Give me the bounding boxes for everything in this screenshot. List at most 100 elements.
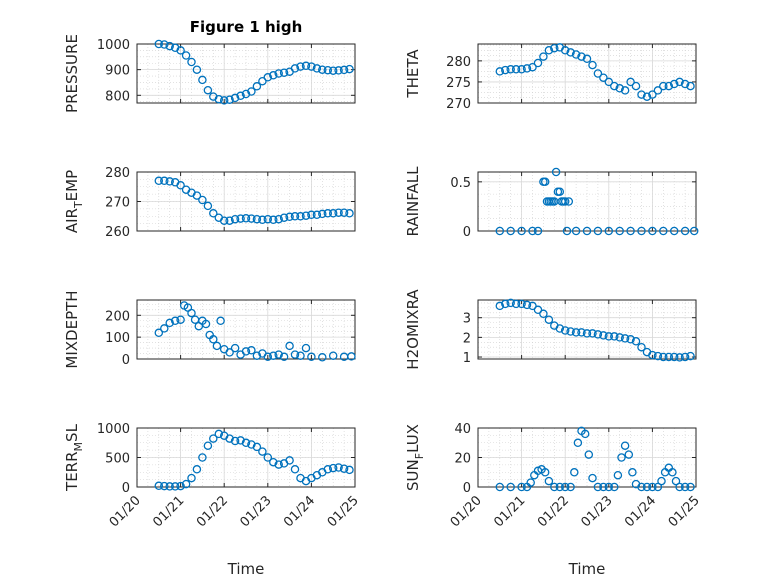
xtick-label: 01/22 [194, 493, 231, 530]
data-point [192, 465, 202, 474]
data-point [506, 226, 515, 236]
data-point [648, 350, 657, 360]
ytick-label: 0.5 [450, 176, 471, 191]
data-point [628, 468, 637, 477]
data-point [631, 337, 641, 346]
data-point [247, 214, 256, 223]
data-point [269, 351, 278, 360]
data-point [334, 66, 343, 75]
data-point [214, 94, 224, 104]
data-point [637, 90, 646, 99]
data-point [236, 214, 245, 223]
data-point [285, 212, 294, 222]
data-point [198, 75, 207, 85]
axes-frame [477, 171, 697, 232]
panel-h2omixra: 1 2 3 H2OMIXRA [404, 289, 697, 370]
data-point [328, 66, 338, 75]
data-point [347, 352, 356, 361]
data-point [187, 473, 196, 483]
data-point [675, 353, 684, 362]
data-point [539, 309, 548, 319]
data-point [637, 482, 646, 492]
data-point [593, 482, 603, 492]
data-point [290, 212, 300, 221]
data-point [506, 65, 515, 74]
data-point [659, 81, 668, 91]
data-point [506, 482, 515, 492]
data-point [301, 61, 311, 71]
ytick-label: 275 [446, 76, 471, 91]
panel-sun_flux: 0 20 40 01/20 01/21 01/22 01/23 01/24 01/25 SUNFL… [404, 422, 703, 578]
data-point [198, 195, 207, 205]
data-point [301, 211, 311, 220]
panel-pressure: 800 900 1000 PRESSURE Figure 1 high [63, 18, 356, 113]
data-point [659, 352, 668, 362]
data-point [285, 341, 294, 351]
data-point [263, 214, 273, 224]
data-point [522, 300, 532, 310]
axes-border [136, 299, 356, 360]
data-point [555, 187, 565, 196]
data-point [571, 50, 581, 59]
data-point [328, 463, 338, 473]
data-point [274, 350, 283, 359]
data-point [588, 329, 597, 338]
data-point [648, 226, 657, 236]
data-point [653, 482, 663, 492]
data-point [263, 453, 273, 462]
xtick-label: 01/23 [579, 493, 616, 530]
data-point [675, 482, 684, 492]
data-point [669, 226, 679, 236]
data-point [252, 214, 262, 224]
data-point [626, 335, 635, 344]
data-point [550, 43, 559, 53]
data-point [230, 214, 240, 224]
data-point [664, 81, 674, 91]
data-point [526, 478, 535, 487]
data-point [533, 305, 543, 315]
data-point [615, 333, 624, 342]
panel-air_temp: 260 270 280 AIRTEMP [63, 166, 356, 240]
data-point [176, 181, 185, 190]
data-point [154, 328, 164, 338]
data-point [214, 429, 224, 439]
data-point [686, 351, 695, 361]
data-point [219, 216, 229, 225]
data-point [555, 324, 565, 333]
data-point [230, 343, 240, 353]
data-point [686, 81, 695, 91]
data-point [582, 54, 592, 64]
axes-border [477, 299, 697, 360]
data-point [165, 41, 174, 51]
data-point [198, 453, 207, 462]
data-point [339, 464, 349, 473]
data-point [501, 65, 510, 75]
xtick-label: 01/24 [281, 493, 318, 530]
data-point [615, 226, 624, 236]
data-point [252, 82, 262, 91]
data-point [230, 436, 240, 446]
data-point [517, 299, 526, 309]
data-point [258, 76, 267, 86]
data-point [225, 216, 234, 225]
data-point [323, 465, 333, 474]
data-point [279, 68, 289, 77]
data-point [236, 91, 245, 101]
ytick-label: 100 [105, 331, 130, 346]
data-point [540, 468, 550, 477]
data-point [620, 441, 630, 450]
data-point [671, 476, 681, 486]
data-point [626, 77, 635, 87]
data-point [181, 479, 191, 489]
data-point [241, 214, 251, 223]
data-point [680, 226, 690, 236]
data-point [539, 52, 548, 61]
data-point [664, 352, 674, 362]
ylabel: AIRTEMP [63, 170, 85, 233]
xtick-label: 01/20 [107, 493, 144, 530]
data-point [192, 65, 202, 74]
data-point [236, 436, 245, 445]
data-point [610, 332, 619, 341]
data-point [566, 482, 575, 492]
data-point [689, 226, 699, 236]
